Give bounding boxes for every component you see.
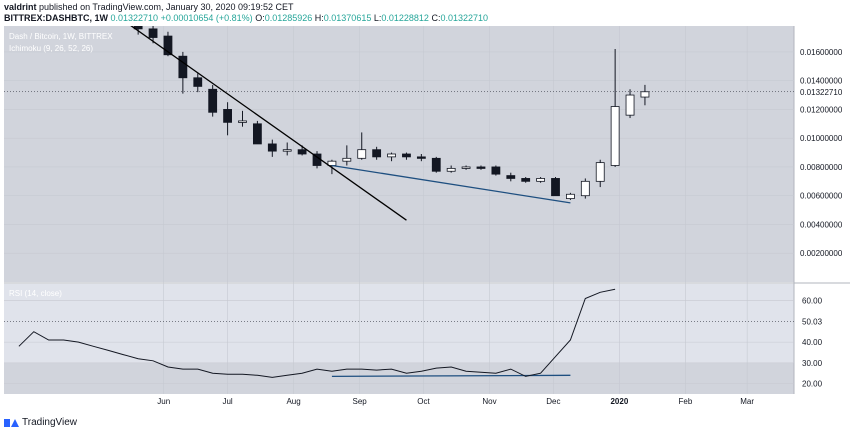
- price-tick-label: 0.00400000: [800, 220, 843, 229]
- rsi-line: [18, 288, 616, 378]
- time-tick-label: Mar: [740, 397, 754, 406]
- candle-body: [148, 28, 158, 38]
- candle-body: [431, 157, 441, 172]
- price-tick-label: 0.01400000: [800, 77, 843, 86]
- candle-body: [387, 153, 396, 158]
- time-tick-label: Feb: [679, 397, 693, 406]
- high-label: H:: [314, 13, 324, 23]
- last-price: 0.01322710: [110, 13, 159, 23]
- low-value: 0.01228812: [381, 13, 429, 23]
- candle-body: [461, 166, 471, 169]
- price-legend-title: Dash / Bitcoin, 1W, BITTREX: [9, 32, 113, 41]
- publisher-name[interactable]: valdrint: [4, 2, 37, 12]
- time-tick-label: Nov: [482, 397, 496, 406]
- price-change: +0.00010654 (+0.81%): [160, 13, 253, 23]
- time-tick-label: Sep: [352, 397, 367, 406]
- time-tick-label: Jun: [157, 397, 170, 406]
- time-tick-label: Aug: [286, 397, 300, 406]
- close-label: C:: [431, 13, 441, 23]
- candle-body: [342, 157, 352, 162]
- time-tick-label: Jul: [222, 397, 232, 406]
- rsi-last-tag: 50.03: [802, 317, 823, 326]
- candle-body: [193, 77, 203, 87]
- trendline-descending-resistance: [130, 26, 407, 221]
- publish-text: published on TradingView.com, January 30…: [39, 2, 294, 12]
- rsi-tick-label: 60.00: [802, 297, 823, 306]
- candle-body: [282, 149, 292, 152]
- candle-body: [551, 178, 560, 197]
- candle-body: [506, 175, 516, 179]
- candle-body: [208, 88, 218, 113]
- candle-body: [133, 26, 143, 30]
- price-axis-ticks: 0.01600000 0.01400000 0.01200000 0.01000000…: [800, 48, 843, 258]
- price-tick-label: 0.00600000: [800, 192, 843, 201]
- last-price-tag: 0.01322710: [800, 88, 843, 97]
- candle-body: [402, 153, 411, 158]
- time-tick-label: Oct: [417, 397, 430, 406]
- rsi-tick-label: 20.00: [802, 380, 823, 389]
- time-axis-ticks: Jun Jul Aug Sep Oct Nov Dec 2020 Feb Mar: [157, 397, 754, 406]
- ichimoku-legend: Ichimoku (9, 26, 52, 26): [9, 44, 93, 53]
- price-panel-bg: [4, 26, 794, 282]
- price-tick-label: 0.00200000: [800, 249, 843, 258]
- candle-body: [178, 55, 188, 79]
- candle-body: [372, 149, 382, 158]
- candle-body: [566, 193, 575, 199]
- price-tick-label: 0.00800000: [800, 163, 843, 172]
- time-tick-label: 2020: [610, 397, 628, 406]
- rsi-series: [18, 288, 616, 378]
- candle-body: [297, 149, 307, 155]
- candle-body: [416, 156, 426, 159]
- chart-area[interactable]: Dash / Bitcoin, 1W, BITTREX Ichimoku (9,…: [0, 26, 850, 414]
- open-label: O:: [255, 13, 265, 23]
- candle-body: [357, 149, 367, 159]
- trendline-support: [331, 164, 571, 204]
- open-value: 0.01285926: [264, 13, 313, 23]
- rsi-tick-label: 30.00: [802, 359, 823, 368]
- candle-body: [163, 35, 173, 56]
- candle-body: [610, 106, 620, 166]
- rsi-axis-ticks: 60.00 40.00 30.00 20.00: [802, 297, 823, 389]
- rsi-tick-label: 40.00: [802, 338, 823, 347]
- candle-body: [640, 91, 650, 98]
- rsi-last-tag-bg: [795, 315, 835, 328]
- tradingview-brand: TradingView: [22, 417, 78, 428]
- rsi-band: [4, 284, 794, 363]
- value-labels: 0.01322710 50.03: [4, 85, 848, 328]
- candle-body: [476, 166, 486, 169]
- symbol-label: BITTREX:DASHBTC, 1W: [4, 13, 108, 23]
- symbol-info: BITTREX:DASHBTC, 1W 0.01322710 +0.000106…: [4, 13, 488, 23]
- candle-body: [491, 166, 501, 175]
- candle-body: [238, 120, 247, 123]
- price-tick-label: 0.01000000: [800, 134, 843, 143]
- footer: TradingView: [0, 414, 850, 433]
- low-label: L:: [373, 13, 382, 23]
- price-tick-label: 0.01200000: [800, 105, 843, 114]
- last-price-tag-bg: [795, 85, 848, 98]
- time-tick-label: Dec: [546, 397, 560, 406]
- candle-body: [252, 123, 262, 145]
- chart-header: valdrint published on TradingView.com, J…: [0, 0, 850, 26]
- close-value: 0.01322710: [440, 13, 489, 23]
- candle-body: [521, 178, 531, 182]
- candle-body: [580, 180, 590, 197]
- candle-body: [267, 143, 277, 152]
- candle-body: [625, 94, 635, 116]
- rsi-legend: RSI (14, close): [9, 289, 62, 298]
- tradingview-logo-icon: [4, 418, 19, 428]
- candle-body: [446, 167, 456, 172]
- candle-body: [595, 162, 605, 182]
- grid: [4, 26, 794, 394]
- candle-body: [536, 178, 546, 182]
- tradingview-logo[interactable]: TradingView: [4, 417, 77, 428]
- publish-info: valdrint published on TradingView.com, J…: [4, 2, 294, 12]
- candle-body: [223, 109, 232, 123]
- price-tick-label: 0.01600000: [800, 48, 843, 57]
- candles: [133, 26, 650, 201]
- high-value: 0.01370615: [323, 13, 372, 23]
